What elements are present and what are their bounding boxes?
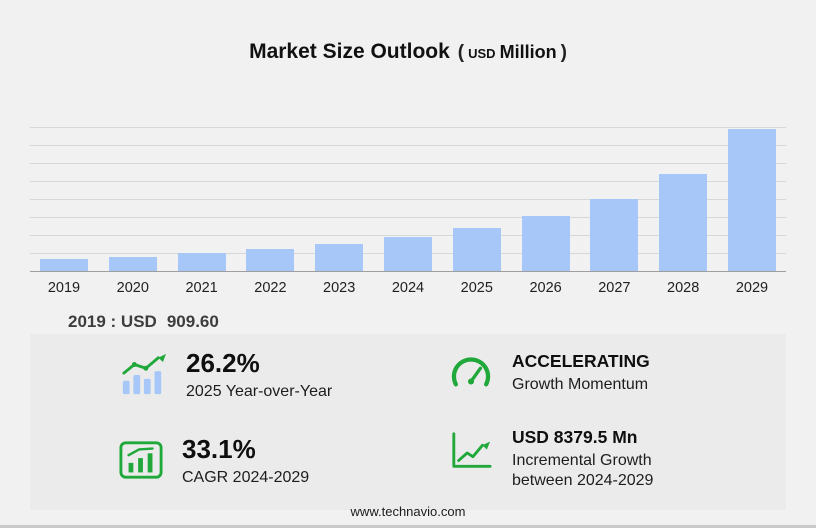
stat-label-cagr: CAGR 2024-2029 (182, 469, 310, 487)
stat-value-momentum: ACCELERATING (512, 351, 650, 371)
x-tick-label-2023: 2023 (323, 280, 356, 296)
bar-2023 (315, 127, 364, 271)
stat-value-yoy: 26.2% (186, 348, 260, 378)
bar-2028 (659, 127, 708, 271)
bar-chart-up-icon (118, 352, 168, 403)
x-tick-label-2021: 2021 (185, 280, 218, 296)
bar-2026 (521, 127, 570, 271)
x-tick-label-2025: 2025 (460, 280, 493, 296)
stat-yoy: 26.2% 2025 Year-over-Year (118, 348, 333, 403)
title-text: Market Size Outlook (249, 40, 450, 63)
stat-value-cagr: 33.1% (182, 434, 256, 464)
x-tick-label-2022: 2022 (254, 280, 287, 296)
stat-value-incremental: USD 8379.5 Mn (512, 427, 638, 447)
unit-close-paren: ) (560, 42, 567, 63)
bar-2020 (108, 127, 157, 271)
stat-momentum: ACCELERATING Growth Momentum (448, 352, 650, 395)
x-tick-label-2028: 2028 (667, 280, 700, 296)
stat-label-momentum: Growth Momentum (512, 376, 649, 394)
baseline-note-value: 909.60 (166, 312, 219, 331)
stat-label-yoy: 2025 Year-over-Year (186, 383, 333, 401)
chart-window-icon (118, 438, 164, 487)
bars-track (40, 127, 776, 271)
bar-2019 (40, 127, 88, 271)
baseline-note: 2019 : USD 909.60 (68, 312, 219, 332)
bar-2029 (727, 127, 776, 271)
stats-panel: 26.2% 2025 Year-over-Year ACCELERATING G… (30, 334, 786, 510)
stat-label-incremental: Incremental Growth between 2024-2029 (512, 452, 654, 490)
bar-2022 (246, 127, 295, 271)
bar-chart: 2019 2020 2021 2022 2023 2024 2025 2026 2027 2028… (30, 127, 786, 296)
plot-area (30, 127, 786, 272)
unit-open-paren: ( (457, 42, 465, 63)
x-tick-label-2029: 2029 (735, 280, 769, 296)
growth-arrow-icon (448, 430, 494, 477)
x-tick-label-2020: 2020 (116, 280, 149, 296)
x-tick-label-2024: 2024 (391, 280, 425, 296)
bar-2021 (177, 127, 226, 271)
footer-url: www.technavio.com (350, 504, 466, 519)
stat-incremental: USD 8379.5 Mn Incremental Growth between… (448, 428, 692, 491)
speedometer-icon (448, 354, 494, 395)
unit-word: Million (499, 42, 557, 62)
bottom-edge-strip (0, 525, 816, 528)
x-tick-label-2019: 2019 (47, 280, 81, 296)
baseline-note-label: 2019 : USD (68, 312, 157, 331)
unit-currency: USD (468, 46, 496, 61)
bar-2027 (590, 127, 639, 271)
x-tick-label-2026: 2026 (529, 280, 562, 296)
stat-cagr: 33.1% CAGR 2024-2029 (118, 434, 310, 488)
bar-2024 (383, 127, 432, 271)
year-axis: 2019 2020 2021 2022 2023 2024 2025 2026 2027 2028… (30, 272, 786, 296)
bar-2025 (452, 127, 501, 271)
chart-title: Market Size Outlook (USD Million) (0, 40, 816, 64)
x-tick-label-2027: 2027 (598, 280, 631, 296)
